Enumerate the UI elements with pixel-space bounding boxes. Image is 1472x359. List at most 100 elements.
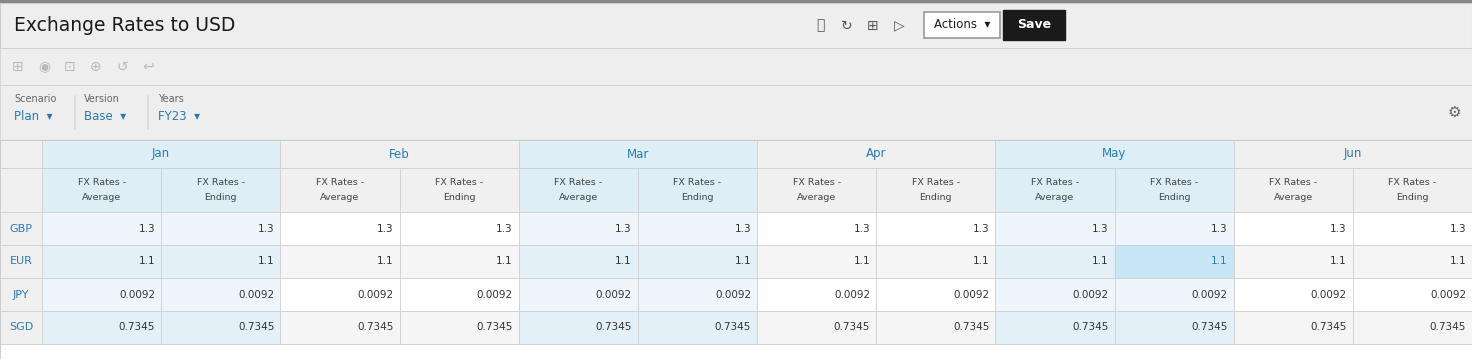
Text: Ending: Ending <box>1395 194 1429 202</box>
Text: 1.1: 1.1 <box>1092 256 1108 266</box>
Text: FX Rates -: FX Rates - <box>78 178 125 187</box>
Text: FX Rates -: FX Rates - <box>1388 178 1437 187</box>
Text: 1.1: 1.1 <box>973 256 989 266</box>
Text: ↻: ↻ <box>841 19 852 33</box>
Text: 1.3: 1.3 <box>1092 224 1108 233</box>
Text: Average: Average <box>559 194 598 202</box>
Text: FX Rates -: FX Rates - <box>1269 178 1317 187</box>
Text: 0.0092: 0.0092 <box>119 289 155 299</box>
Text: 1.1: 1.1 <box>377 256 393 266</box>
Text: 1.3: 1.3 <box>377 224 393 233</box>
Text: FX Rates -: FX Rates - <box>553 178 602 187</box>
Text: 0.7345: 0.7345 <box>596 322 631 332</box>
Text: 1.3: 1.3 <box>258 224 274 233</box>
Text: Average: Average <box>1273 194 1313 202</box>
Text: 1.1: 1.1 <box>1211 256 1228 266</box>
Text: FX Rates -: FX Rates - <box>792 178 841 187</box>
Text: 0.0092: 0.0092 <box>1429 289 1466 299</box>
Text: Mar: Mar <box>627 148 649 160</box>
Text: JPY: JPY <box>13 289 29 299</box>
Text: Average: Average <box>82 194 121 202</box>
Text: Feb: Feb <box>389 148 409 160</box>
Text: FX Rates -: FX Rates - <box>197 178 244 187</box>
Text: Apr: Apr <box>866 148 886 160</box>
Text: FX Rates -: FX Rates - <box>673 178 721 187</box>
Text: Jun: Jun <box>1344 148 1362 160</box>
Text: FX Rates -: FX Rates - <box>436 178 483 187</box>
Text: 0.7345: 0.7345 <box>477 322 512 332</box>
Text: Ending: Ending <box>205 194 237 202</box>
Text: 1.3: 1.3 <box>615 224 631 233</box>
Text: Average: Average <box>321 194 359 202</box>
Text: 1.3: 1.3 <box>1331 224 1347 233</box>
Text: 0.0092: 0.0092 <box>1191 289 1228 299</box>
Text: Ending: Ending <box>1158 194 1191 202</box>
Text: 0.0092: 0.0092 <box>358 289 393 299</box>
Text: 1.3: 1.3 <box>1450 224 1466 233</box>
Text: Exchange Rates to USD: Exchange Rates to USD <box>15 16 236 35</box>
Text: ↺: ↺ <box>116 60 128 74</box>
Text: 1.3: 1.3 <box>496 224 512 233</box>
Text: 1.3: 1.3 <box>854 224 870 233</box>
Text: 0.7345: 0.7345 <box>358 322 393 332</box>
Text: Scenario: Scenario <box>15 94 56 104</box>
Text: Plan  ▾: Plan ▾ <box>15 111 53 123</box>
Text: 1.1: 1.1 <box>1450 256 1466 266</box>
Text: ↩: ↩ <box>143 60 153 74</box>
Text: GBP: GBP <box>9 224 32 233</box>
Text: FX Rates -: FX Rates - <box>1150 178 1198 187</box>
Text: 0.7345: 0.7345 <box>1191 322 1228 332</box>
Text: ⓘ: ⓘ <box>815 19 824 33</box>
Text: 0.0092: 0.0092 <box>954 289 989 299</box>
Text: 1.1: 1.1 <box>258 256 274 266</box>
Text: 0.7345: 0.7345 <box>1310 322 1347 332</box>
Text: ⚙: ⚙ <box>1447 105 1460 120</box>
Text: 0.0092: 0.0092 <box>596 289 631 299</box>
Text: ⊞: ⊞ <box>12 60 24 74</box>
Text: ⊕: ⊕ <box>90 60 102 74</box>
Text: Average: Average <box>796 194 836 202</box>
Text: 0.7345: 0.7345 <box>1072 322 1108 332</box>
Text: Save: Save <box>1017 19 1051 32</box>
Text: 0.7345: 0.7345 <box>714 322 751 332</box>
Text: 0.7345: 0.7345 <box>238 322 274 332</box>
Text: 0.0092: 0.0092 <box>477 289 512 299</box>
Text: ⊡: ⊡ <box>65 60 77 74</box>
Text: Years: Years <box>158 94 184 104</box>
Text: FX Rates -: FX Rates - <box>911 178 960 187</box>
Text: 1.3: 1.3 <box>138 224 155 233</box>
Text: 0.7345: 0.7345 <box>833 322 870 332</box>
Text: FX Rates -: FX Rates - <box>316 178 364 187</box>
Text: 0.0092: 0.0092 <box>1073 289 1108 299</box>
Text: 0.7345: 0.7345 <box>952 322 989 332</box>
Text: 1.1: 1.1 <box>1331 256 1347 266</box>
Text: Average: Average <box>1035 194 1075 202</box>
Text: Ending: Ending <box>682 194 714 202</box>
Text: 1.3: 1.3 <box>735 224 751 233</box>
Text: 0.7345: 0.7345 <box>119 322 155 332</box>
Text: 0.7345: 0.7345 <box>1429 322 1466 332</box>
Text: ▷: ▷ <box>894 19 904 33</box>
Text: Version: Version <box>84 94 119 104</box>
Text: 1.1: 1.1 <box>496 256 512 266</box>
Text: 0.0092: 0.0092 <box>1310 289 1347 299</box>
Text: 0.0092: 0.0092 <box>715 289 751 299</box>
Text: May: May <box>1103 148 1126 160</box>
Text: EUR: EUR <box>9 256 32 266</box>
Text: FY23  ▾: FY23 ▾ <box>158 111 200 123</box>
Text: ◉: ◉ <box>38 60 50 74</box>
Text: Ending: Ending <box>920 194 952 202</box>
Text: Base  ▾: Base ▾ <box>84 111 127 123</box>
Text: 0.0092: 0.0092 <box>238 289 274 299</box>
Text: 1.1: 1.1 <box>615 256 631 266</box>
Text: ⊞: ⊞ <box>867 19 879 33</box>
Text: SGD: SGD <box>9 322 34 332</box>
Text: 0.0092: 0.0092 <box>835 289 870 299</box>
Text: Ending: Ending <box>443 194 475 202</box>
Text: Actions  ▾: Actions ▾ <box>933 19 991 32</box>
Text: 1.3: 1.3 <box>1211 224 1228 233</box>
Text: FX Rates -: FX Rates - <box>1030 178 1079 187</box>
Text: 1.3: 1.3 <box>973 224 989 233</box>
Text: 1.1: 1.1 <box>735 256 751 266</box>
Text: 1.1: 1.1 <box>854 256 870 266</box>
